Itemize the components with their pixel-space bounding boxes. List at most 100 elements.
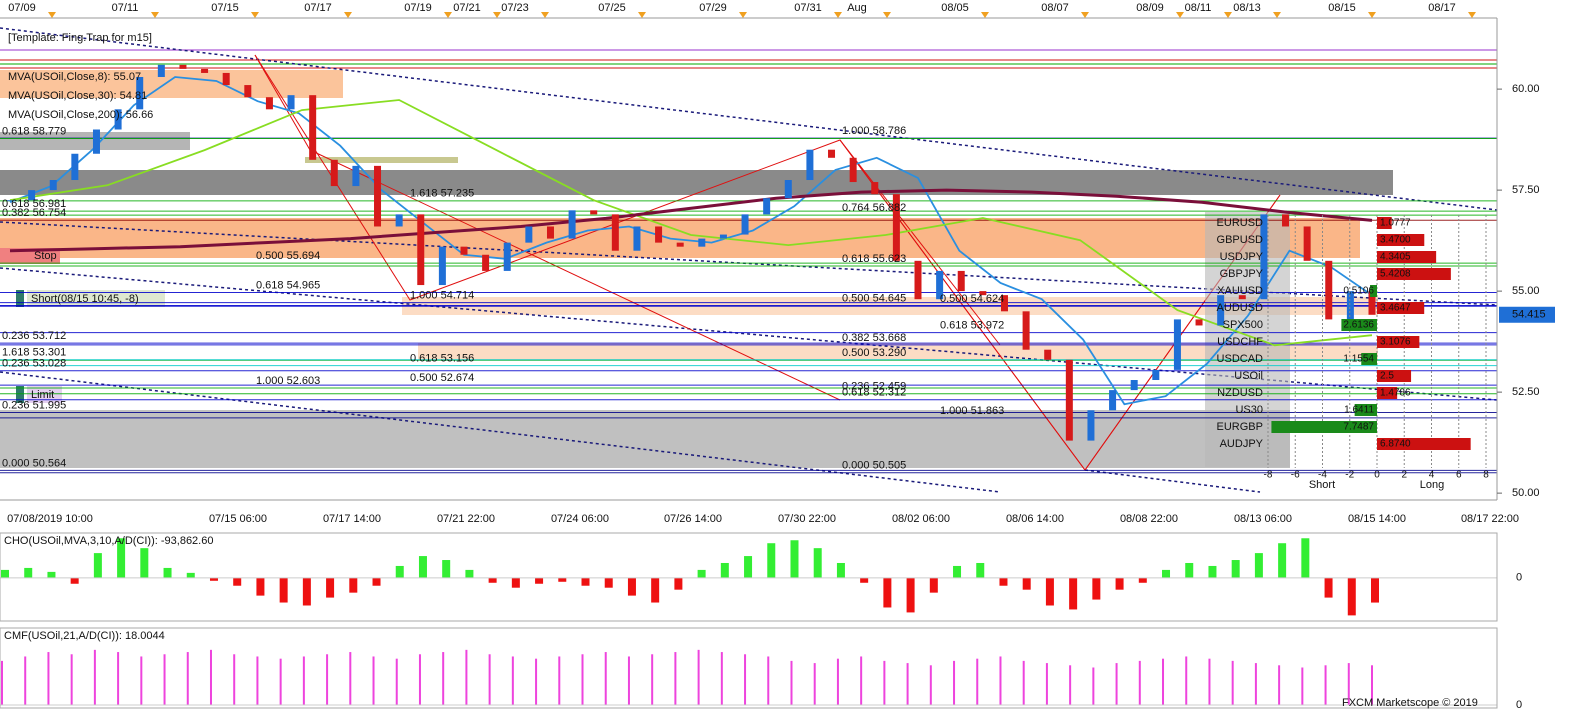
candle xyxy=(1022,311,1030,350)
top-date: 07/25 xyxy=(598,2,626,14)
indicator-bar xyxy=(395,565,404,578)
fib-line xyxy=(309,149,841,401)
top-date: 07/23 xyxy=(501,2,529,14)
candle xyxy=(784,180,792,199)
moving-average xyxy=(9,188,1373,253)
x-tick-label: -4 xyxy=(1318,470,1327,481)
candle xyxy=(1346,291,1354,320)
cmf-title: CMF(USOil,21,A/D(CI)): 18.0044 xyxy=(4,630,165,642)
indicator-bar xyxy=(349,577,358,593)
candle xyxy=(460,246,468,255)
candle xyxy=(201,68,209,73)
indicator-bar xyxy=(1254,663,1257,705)
candle xyxy=(1195,319,1203,326)
level-label: 0.618 54.965 xyxy=(256,279,320,291)
indicator-bar xyxy=(1162,569,1171,578)
indicator-bar xyxy=(233,577,242,586)
indicator-bar xyxy=(418,654,421,705)
indicator-bar xyxy=(1138,577,1147,583)
date-marker xyxy=(981,12,989,18)
instrument-label: USDCAD xyxy=(1217,353,1264,365)
indicator-bar xyxy=(1022,577,1031,590)
stop-label: Stop xyxy=(34,250,57,262)
zone xyxy=(0,218,1360,258)
level-label: 0.618 58.779 xyxy=(2,125,66,137)
instrument-label: AUDJPY xyxy=(1220,438,1264,450)
indicator-bar xyxy=(256,577,265,596)
indicator-bar xyxy=(140,656,143,705)
instrument-label: USOil xyxy=(1234,370,1263,382)
level-label: 1.000 54.714 xyxy=(410,290,474,302)
indicator-bar xyxy=(999,577,1008,586)
zone xyxy=(305,157,458,163)
strength-bar xyxy=(1341,319,1377,331)
y-tick-label: 0 xyxy=(1516,572,1522,584)
candle xyxy=(352,165,360,187)
strength-bar xyxy=(1377,336,1420,348)
limit-box xyxy=(27,386,62,403)
strength-value: 2.6136 xyxy=(1343,320,1374,331)
indicator-bar xyxy=(70,654,73,705)
x-tick-label: 07/15 06:00 xyxy=(209,513,267,525)
candle xyxy=(244,85,252,98)
level-label: 0.500 54.645 xyxy=(842,292,906,304)
candle xyxy=(914,260,922,300)
level-label: 0.236 53.712 xyxy=(2,330,66,342)
candle xyxy=(114,109,122,130)
level-label: 0.764 56.882 xyxy=(842,202,906,214)
indicator-bar xyxy=(395,658,398,705)
legend-entry: MVA(USOil,Close,200): 56.66 xyxy=(8,109,153,121)
indicator-bar xyxy=(349,652,352,705)
trend-line xyxy=(0,27,1498,211)
indicator-bar xyxy=(697,569,706,578)
date-marker xyxy=(638,12,646,18)
strength-bar xyxy=(1377,438,1471,450)
long-axis-label: Long xyxy=(1420,479,1444,491)
indicator-bar xyxy=(1231,560,1240,578)
top-date: 07/31 xyxy=(794,2,822,14)
candle xyxy=(49,180,57,191)
candle xyxy=(503,242,511,271)
candle xyxy=(633,226,641,251)
date-marker xyxy=(444,12,452,18)
strength-bar xyxy=(1377,251,1437,263)
indicator-bar xyxy=(767,656,770,705)
top-date: 08/05 xyxy=(941,2,969,14)
instrument-label: SPX500 xyxy=(1223,319,1263,331)
candle xyxy=(330,159,338,187)
level-label: 0.000 50.564 xyxy=(2,457,66,469)
indicator-bar xyxy=(279,658,282,705)
short-axis-label: Short xyxy=(1309,479,1335,491)
candle xyxy=(374,165,382,227)
zone xyxy=(418,343,1378,360)
indicator-bar xyxy=(372,656,375,705)
indicator-bar xyxy=(372,577,381,586)
top-date: 08/17 xyxy=(1428,2,1456,14)
candle xyxy=(1130,380,1138,391)
strength-bar xyxy=(1370,285,1377,297)
level-label: 1.000 58.786 xyxy=(842,125,906,137)
indicator-bar xyxy=(1301,538,1310,578)
strength-value: 1.1554 xyxy=(1343,354,1374,365)
candle xyxy=(71,153,79,181)
level-label: 0.618 53.156 xyxy=(410,353,474,365)
candle xyxy=(482,254,490,271)
level-label: 1.618 53.301 xyxy=(2,347,66,359)
candle xyxy=(979,291,987,296)
candle xyxy=(309,95,317,160)
indicator-bar xyxy=(836,562,845,578)
indicator-bar xyxy=(1162,658,1165,705)
indicator-bar xyxy=(674,652,677,705)
indicator-bar xyxy=(558,577,567,582)
candle xyxy=(438,246,446,286)
strength-bar xyxy=(1377,370,1412,382)
indicator-bar xyxy=(1371,577,1379,603)
level-label: 0.618 55.623 xyxy=(842,253,906,265)
candle xyxy=(1109,390,1117,411)
indicator-bar xyxy=(256,656,259,705)
candle xyxy=(265,97,273,110)
strength-bar xyxy=(1354,404,1377,416)
indicator-bar xyxy=(976,562,985,578)
strength-bar xyxy=(1377,387,1398,399)
y-tick-label: 55.00 xyxy=(1512,285,1540,297)
